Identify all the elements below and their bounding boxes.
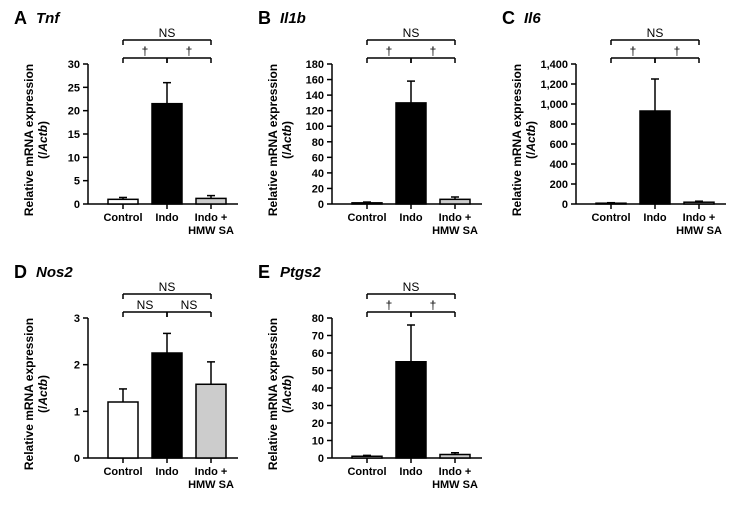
significance-label: NS bbox=[647, 26, 664, 40]
y-tick-label: 30 bbox=[68, 59, 80, 71]
y-tick-label: 180 bbox=[306, 59, 324, 71]
significance-label: † bbox=[630, 44, 637, 58]
y-tick-label: 10 bbox=[312, 436, 324, 448]
y-tick-label: 60 bbox=[312, 152, 324, 164]
y-tick-label: 20 bbox=[68, 106, 80, 118]
bar bbox=[352, 203, 382, 204]
significance-label: NS bbox=[159, 280, 176, 294]
bar bbox=[440, 199, 470, 204]
significance-label: NS bbox=[403, 26, 420, 40]
figure-multipanel: { "layout": { "panel_positions": { "A": … bbox=[0, 0, 739, 518]
bar-chart: 0 5 10 15 20 25 30 Control Indo Indo +HMW SA NS † † bbox=[14, 8, 254, 258]
y-tick-label: 0 bbox=[318, 453, 324, 465]
x-category-label: Indo + bbox=[195, 466, 228, 478]
y-tick-label: 2 bbox=[74, 360, 80, 372]
y-tick-label: 200 bbox=[550, 179, 568, 191]
y-tick-label: 40 bbox=[312, 168, 324, 180]
significance-label: NS bbox=[181, 298, 198, 312]
significance-label: † bbox=[430, 298, 437, 312]
y-tick-label: 600 bbox=[550, 139, 568, 151]
panel-A: ATnfRelative mRNA expression(/Actb)05101… bbox=[14, 8, 254, 258]
x-category-label: Indo + bbox=[195, 212, 228, 224]
x-category-label: Indo + bbox=[439, 212, 472, 224]
x-category-label-line2: HMW SA bbox=[188, 225, 234, 237]
bar bbox=[396, 103, 426, 204]
bar-chart: 0 1 2 3 Control Indo Indo +HMW SA NS NS NS bbox=[14, 262, 254, 512]
panel-E: EPtgs2Relative mRNA expression(/Actb)010… bbox=[258, 262, 498, 512]
y-tick-label: 160 bbox=[306, 75, 324, 87]
significance-label: † bbox=[674, 44, 681, 58]
bar bbox=[684, 202, 714, 204]
y-tick-label: 0 bbox=[74, 199, 80, 211]
significance-label: † bbox=[386, 44, 393, 58]
y-tick-label: 10 bbox=[68, 152, 80, 164]
bar bbox=[196, 198, 226, 204]
significance-label: † bbox=[142, 44, 149, 58]
y-tick-label: 50 bbox=[312, 366, 324, 378]
y-tick-label: 60 bbox=[312, 348, 324, 360]
y-tick-label: 120 bbox=[306, 106, 324, 118]
y-tick-label: 400 bbox=[550, 159, 568, 171]
y-tick-label: 20 bbox=[312, 418, 324, 430]
y-tick-label: 1,200 bbox=[540, 79, 568, 91]
y-tick-label: 0 bbox=[562, 199, 568, 211]
y-tick-label: 40 bbox=[312, 383, 324, 395]
y-tick-label: 1,000 bbox=[540, 99, 568, 111]
y-tick-label: 0 bbox=[74, 453, 80, 465]
x-category-label: Indo + bbox=[439, 466, 472, 478]
bar-chart: 0 200 400 600 800 1,000 1,200 1,400 Control Indo I… bbox=[502, 8, 739, 258]
significance-label: NS bbox=[403, 280, 420, 294]
y-tick-label: 70 bbox=[312, 331, 324, 343]
bar bbox=[152, 353, 182, 458]
x-category-label: Indo bbox=[399, 212, 422, 224]
x-category-label: Control bbox=[591, 212, 630, 224]
panel-B: BIl1bRelative mRNA expression(/Actb)0204… bbox=[258, 8, 498, 258]
x-category-label-line2: HMW SA bbox=[432, 225, 478, 237]
y-tick-label: 25 bbox=[68, 82, 80, 94]
significance-label: † bbox=[386, 298, 393, 312]
x-category-label: Indo bbox=[155, 466, 178, 478]
bar-chart: 0 20 40 60 80 100 120 140 160 180 Control Indo Indo … bbox=[258, 8, 498, 258]
significance-label: NS bbox=[159, 26, 176, 40]
significance-label: † bbox=[430, 44, 437, 58]
panel-C: CIl6Relative mRNA expression(/Actb)02004… bbox=[502, 8, 739, 258]
x-category-label: Control bbox=[347, 466, 386, 478]
y-tick-label: 15 bbox=[68, 129, 80, 141]
bar bbox=[108, 402, 138, 458]
y-tick-label: 0 bbox=[318, 199, 324, 211]
y-tick-label: 80 bbox=[312, 137, 324, 149]
y-tick-label: 800 bbox=[550, 119, 568, 131]
bar bbox=[152, 104, 182, 204]
y-tick-label: 100 bbox=[306, 121, 324, 133]
y-tick-label: 3 bbox=[74, 313, 80, 325]
x-category-label: Indo bbox=[155, 212, 178, 224]
panel-D: DNos2Relative mRNA expression(/Actb)0123… bbox=[14, 262, 254, 512]
bar bbox=[440, 455, 470, 459]
y-tick-label: 80 bbox=[312, 313, 324, 325]
x-category-label: Indo bbox=[643, 212, 666, 224]
x-category-label-line2: HMW SA bbox=[432, 479, 478, 491]
x-category-label: Control bbox=[103, 212, 142, 224]
bar bbox=[196, 384, 226, 458]
x-category-label: Indo bbox=[399, 466, 422, 478]
y-tick-label: 1 bbox=[74, 406, 80, 418]
x-category-label: Control bbox=[103, 466, 142, 478]
bar bbox=[352, 456, 382, 458]
bar bbox=[108, 199, 138, 204]
x-category-label: Indo + bbox=[683, 212, 716, 224]
y-tick-label: 5 bbox=[74, 176, 80, 188]
y-tick-label: 30 bbox=[312, 401, 324, 413]
bar bbox=[396, 362, 426, 458]
y-tick-label: 1,400 bbox=[540, 59, 568, 71]
x-category-label: Control bbox=[347, 212, 386, 224]
x-category-label-line2: HMW SA bbox=[188, 479, 234, 491]
x-category-label-line2: HMW SA bbox=[676, 225, 722, 237]
y-tick-label: 20 bbox=[312, 183, 324, 195]
bar-chart: 0 10 20 30 40 50 60 70 80 Control Indo Indo +HMW SA… bbox=[258, 262, 498, 512]
significance-label: † bbox=[186, 44, 193, 58]
y-tick-label: 140 bbox=[306, 90, 324, 102]
bar bbox=[640, 111, 670, 204]
significance-label: NS bbox=[137, 298, 154, 312]
